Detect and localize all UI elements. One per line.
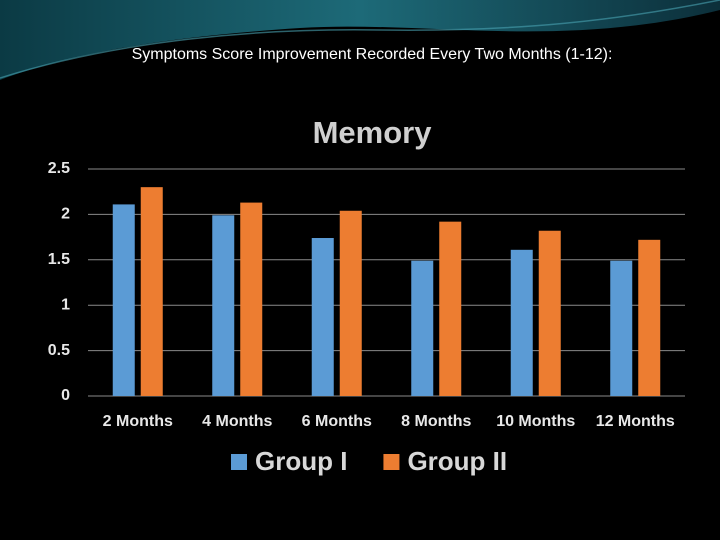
slide-heading: Symptoms Score Improvement Recorded Ever…	[132, 46, 613, 63]
y-tick-label: 2.5	[48, 160, 70, 177]
y-tick-label: 0.5	[48, 342, 70, 359]
header-wave-line	[0, 0, 720, 79]
legend-swatch	[383, 454, 400, 470]
y-tick-label: 1.5	[48, 251, 70, 268]
bar	[112, 204, 135, 396]
chart-title: Memory	[313, 115, 433, 150]
y-tick-label: 1	[61, 296, 70, 313]
x-tick-label: 6 Months	[302, 413, 372, 430]
bar	[212, 215, 235, 396]
legend-label: Group I	[255, 446, 347, 476]
y-tick-label: 0	[61, 387, 70, 404]
x-tick-label: 12 Months	[596, 413, 675, 430]
bar	[610, 260, 633, 396]
y-tick-label: 2	[61, 206, 70, 223]
header-wave	[0, 0, 720, 80]
bar	[538, 230, 561, 396]
bar	[510, 249, 533, 396]
x-tick-label: 4 Months	[202, 413, 272, 430]
x-tick-label: 10 Months	[496, 413, 575, 430]
legend-swatch	[231, 454, 247, 470]
bar	[140, 187, 163, 396]
bar	[638, 239, 661, 396]
legend-label: Group II	[407, 446, 507, 476]
bar	[411, 260, 434, 396]
bar	[311, 238, 334, 396]
x-tick-label: 2 Months	[103, 413, 173, 430]
bar	[439, 221, 462, 396]
bar	[339, 210, 362, 396]
bar	[240, 202, 263, 396]
x-tick-label: 8 Months	[401, 413, 471, 430]
